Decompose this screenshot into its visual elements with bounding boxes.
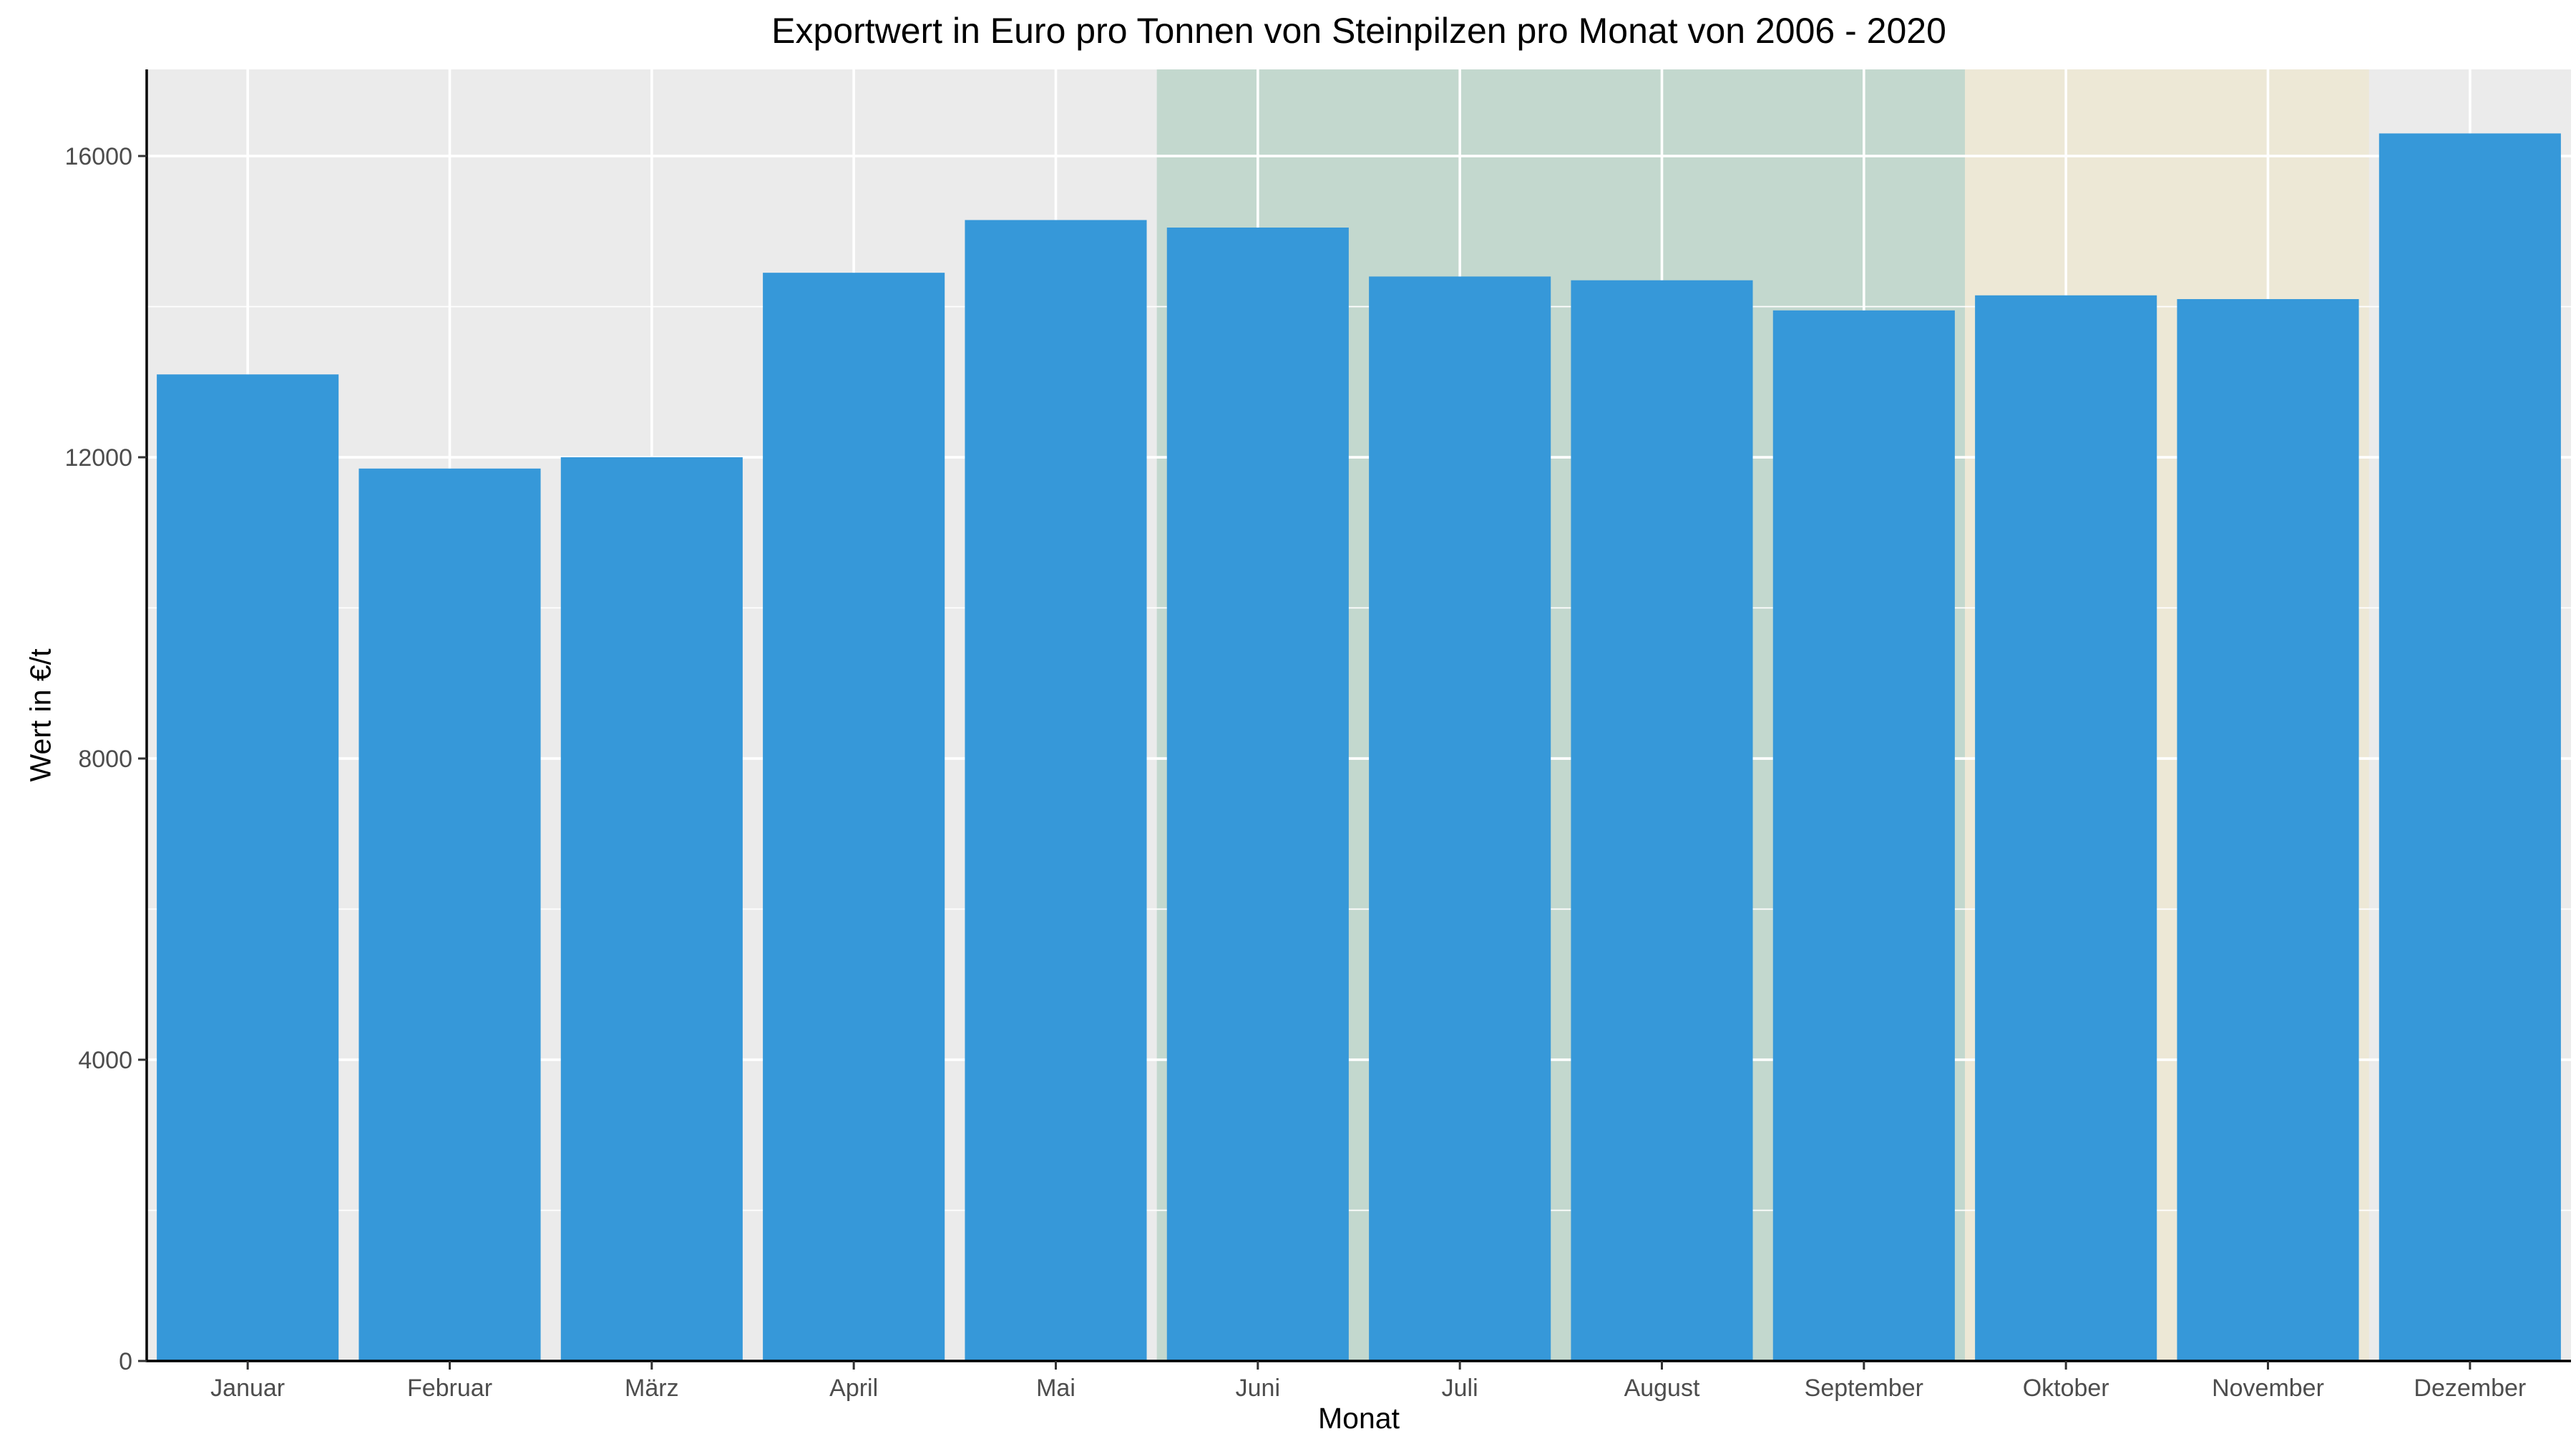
- bar-juli: [1369, 276, 1551, 1361]
- x-tick-label-dezember: Dezember: [2414, 1375, 2526, 1402]
- x-tick-label-juli: Juli: [1442, 1375, 1478, 1402]
- bar-februar: [358, 468, 541, 1361]
- x-tick-label-april: April: [829, 1375, 878, 1402]
- bar-april: [763, 273, 945, 1362]
- bar-august: [1571, 280, 1753, 1362]
- bar-januar: [157, 374, 339, 1361]
- bar-oktober: [1975, 295, 2157, 1362]
- y-tick-label: 12000: [64, 444, 132, 472]
- bar-mai: [965, 220, 1147, 1362]
- axis-layer: [145, 69, 2571, 1362]
- bar-november: [2177, 299, 2359, 1361]
- x-tick-label-mai: Mai: [1036, 1375, 1075, 1402]
- bar-september: [1772, 310, 1955, 1362]
- x-tick-label-november: November: [2212, 1375, 2324, 1402]
- x-tick-label-juni: Juni: [1236, 1375, 1280, 1402]
- x-tick-label-august: August: [1624, 1375, 1700, 1402]
- x-ticks: Januar Februar März April Mai Juni Juli August S…: [210, 1361, 2526, 1402]
- y-tick-label: 0: [119, 1348, 132, 1375]
- x-tick-label-januar: Januar: [210, 1375, 285, 1402]
- x-tick-label-september: September: [1805, 1375, 1923, 1402]
- x-tick-label-februar: Februar: [407, 1375, 492, 1402]
- chart-title: Exportwert in Euro pro Tonnen von Steinp…: [771, 11, 1946, 51]
- bar-layer: [157, 133, 2561, 1362]
- bar-juni: [1166, 228, 1349, 1362]
- x-tick-label-märz: März: [625, 1375, 679, 1402]
- y-tick-label: 8000: [78, 746, 132, 773]
- y-axis-title: Wert in €/t: [24, 648, 57, 782]
- bar-märz: [560, 457, 743, 1361]
- x-axis-title: Monat: [1318, 1402, 1400, 1435]
- y-tick-label: 16000: [64, 143, 132, 170]
- y-tick-label: 4000: [78, 1047, 132, 1074]
- y-ticks: 0 4000 8000 12000 16000: [64, 143, 147, 1375]
- x-tick-label-oktober: Oktober: [2023, 1375, 2109, 1402]
- bar-dezember: [2379, 133, 2561, 1361]
